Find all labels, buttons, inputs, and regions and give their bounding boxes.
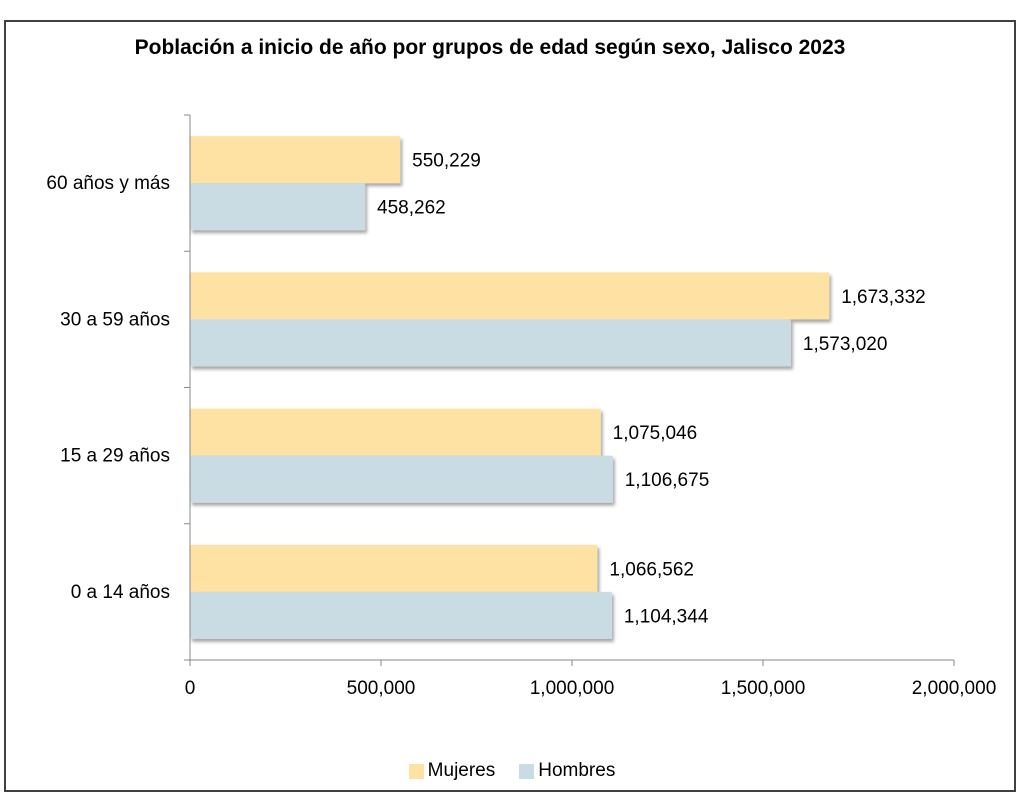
category-label: 30 a 59 años (60, 309, 170, 330)
data-label: 1,573,020 (803, 334, 888, 355)
data-label: 550,229 (412, 151, 481, 172)
legend-label: Mujeres (427, 760, 496, 781)
category-label: 0 a 14 años (71, 582, 170, 603)
category-label: 60 años y más (46, 173, 170, 194)
legend: Mujeres Hombres (0, 760, 1024, 782)
legend-label: Hombres (538, 760, 616, 781)
chart-frame (4, 20, 1016, 792)
x-tick-label: 2,000,000 (912, 678, 997, 699)
legend-item-mujeres: Mujeres (408, 760, 496, 782)
bar-hombres (190, 319, 791, 367)
bar-mujeres (190, 408, 601, 456)
axes-group (184, 114, 955, 666)
x-tick-label: 1,500,000 (721, 678, 806, 699)
data-label: 1,106,675 (625, 470, 710, 491)
x-tick-label: 1,000,000 (530, 678, 615, 699)
legend-item-hombres: Hombres (519, 760, 615, 782)
bar-mujeres (190, 136, 401, 184)
data-label: 1,673,332 (841, 287, 926, 308)
bar-mujeres (190, 272, 830, 320)
data-label: 1,066,562 (609, 559, 694, 580)
data-label: 1,104,344 (624, 606, 709, 627)
bar-hombres (190, 591, 612, 639)
bar-hombres (190, 183, 366, 231)
data-label: 1,075,046 (613, 423, 698, 444)
bars-group (190, 136, 830, 639)
x-tick-label: 500,000 (347, 678, 416, 699)
bar-hombres (190, 455, 613, 503)
x-tick-label: 0 (185, 678, 196, 699)
data-label: 458,262 (377, 198, 446, 219)
bar-mujeres (190, 544, 598, 592)
legend-swatch (519, 763, 535, 779)
legend-swatch (408, 763, 424, 779)
labels-group: 60 años y más 550,229 458,262 30 a 59 años 1… (46, 151, 996, 699)
chart-title: Población a inicio de año por grupos de … (134, 36, 846, 59)
category-label: 15 a 29 años (60, 446, 170, 467)
